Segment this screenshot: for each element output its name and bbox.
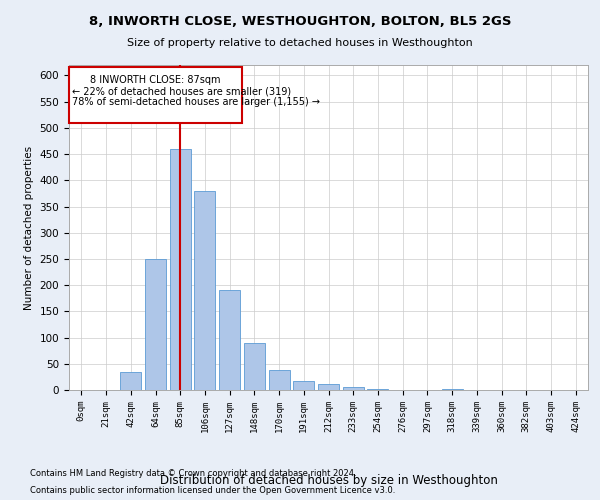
Bar (269, 370, 290, 390)
Text: 78% of semi-detached houses are larger (1,155) →: 78% of semi-detached houses are larger (… (72, 97, 320, 107)
Text: Contains HM Land Registry data © Crown copyright and database right 2024.: Contains HM Land Registry data © Crown c… (30, 468, 356, 477)
Bar (293, 380, 314, 390)
Bar (367, 389, 388, 390)
Text: ← 22% of detached houses are smaller (319): ← 22% of detached houses are smaller (31… (72, 86, 291, 97)
Text: Size of property relative to detached houses in Westhoughton: Size of property relative to detached ho… (127, 38, 473, 48)
Bar (194, 191, 215, 390)
Y-axis label: Number of detached properties: Number of detached properties (24, 146, 34, 310)
Text: 8 INWORTH CLOSE: 87sqm: 8 INWORTH CLOSE: 87sqm (91, 75, 221, 85)
Bar (145, 259, 166, 390)
Bar (170, 149, 191, 390)
FancyBboxPatch shape (70, 66, 242, 122)
Bar (343, 388, 364, 390)
Bar (244, 343, 265, 390)
Bar (219, 290, 240, 390)
Bar (318, 384, 339, 390)
Text: 8, INWORTH CLOSE, WESTHOUGHTON, BOLTON, BL5 2GS: 8, INWORTH CLOSE, WESTHOUGHTON, BOLTON, … (89, 15, 511, 28)
X-axis label: Distribution of detached houses by size in Westhoughton: Distribution of detached houses by size … (160, 474, 497, 486)
Bar (442, 389, 463, 390)
Text: Contains public sector information licensed under the Open Government Licence v3: Contains public sector information licen… (30, 486, 395, 495)
Bar (120, 372, 141, 390)
